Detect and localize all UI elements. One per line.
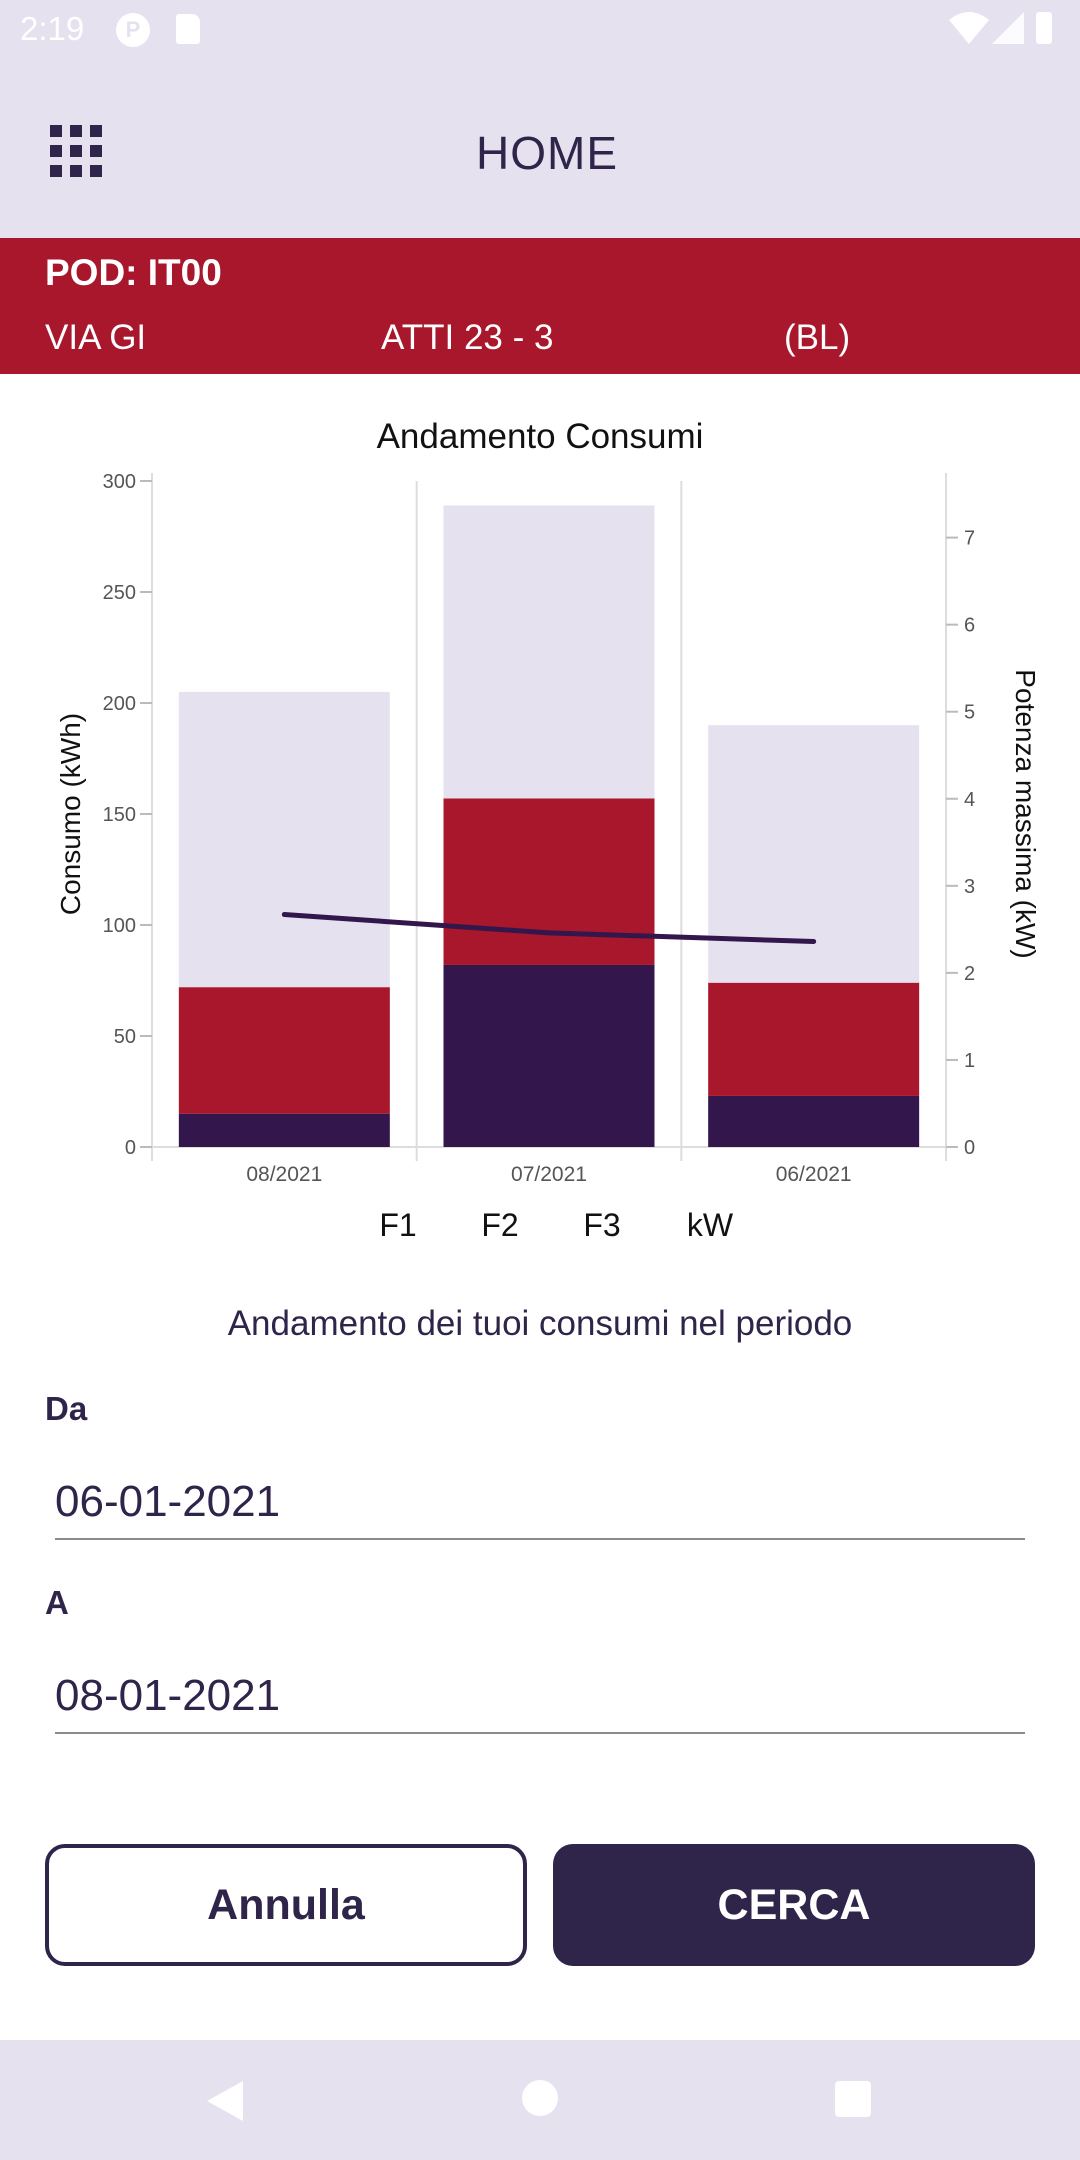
legend-item-f3: F3: [583, 1207, 620, 1243]
back-icon[interactable]: [205, 2079, 245, 2123]
address-number: ATTI 23 - 3: [381, 318, 554, 357]
from-date-input[interactable]: [55, 1466, 1025, 1540]
y-tick-label: 250: [103, 582, 136, 604]
to-date-input[interactable]: [55, 1660, 1025, 1734]
y-tick-label: 300: [103, 471, 136, 493]
y2-tick-label: 5: [964, 702, 975, 724]
y-tick-label: 150: [103, 804, 136, 826]
address-province: (BL): [784, 318, 851, 357]
y-tick-label: 200: [103, 693, 136, 715]
pod-banner: POD: IT00 VIA GI ATTI 23 - 3 (BL): [0, 238, 1080, 374]
y2-tick-label: 7: [964, 528, 975, 550]
from-label: Da: [45, 1390, 88, 1427]
search-button[interactable]: CERCA: [553, 1844, 1035, 1966]
bar-segment-f1: [708, 1095, 920, 1147]
grid-icon[interactable]: [50, 125, 102, 177]
signal-icon: [992, 12, 1024, 44]
bar-segment-f3: [443, 505, 655, 799]
legend-item-f2: F2: [481, 1207, 518, 1243]
bar-segment-f2: [708, 982, 920, 1096]
legend-item-f1: F1: [379, 1207, 416, 1243]
pod-label: POD: IT00: [45, 252, 222, 293]
app-bar: HOME: [0, 60, 1080, 238]
system-nav-bar: [0, 2040, 1080, 2160]
bar-segment-f2: [443, 798, 655, 965]
kw-point: [811, 939, 817, 945]
home-icon[interactable]: [522, 2080, 558, 2116]
y-tick-label: 50: [114, 1026, 136, 1048]
bar-segment-f3: [708, 725, 920, 983]
y2-axis-label: Potenza massima (kW): [1010, 669, 1041, 958]
y2-tick-label: 0: [964, 1137, 975, 1159]
consumption-chart: Andamento Consumi 0 50 100 150 200 250 300 0 1 2 3 4…: [0, 374, 1080, 1254]
y-tick-label: 100: [103, 915, 136, 937]
period-caption: Andamento dei tuoi consumi nel periodo: [227, 1304, 853, 1343]
address-street: VIA GI: [45, 318, 147, 357]
chart-svg: Andamento Consumi 0 50 100 150 200 250 300 0 1 2 3 4…: [55, 417, 1041, 1243]
status-bar: 2:19 P: [0, 0, 1080, 60]
pocket-casts-icon: P: [116, 13, 150, 47]
y2-tick-label: 3: [964, 876, 975, 898]
kw-point: [281, 912, 287, 918]
bar-segment-f3: [178, 691, 390, 988]
y-axis-label: Consumo (kWh): [55, 713, 86, 915]
bar-segment-f1: [178, 1113, 390, 1147]
x-tick-label: 08/2021: [246, 1163, 322, 1186]
y2-tick-label: 1: [964, 1050, 975, 1072]
x-tick-label: 06/2021: [776, 1163, 852, 1186]
y2-tick-label: 2: [964, 963, 975, 985]
wifi-icon: [949, 12, 989, 44]
sd-card-icon: [176, 14, 200, 44]
bar-segment-f1: [443, 964, 655, 1147]
y2-tick-label: 6: [964, 615, 975, 637]
chart-title: Andamento Consumi: [377, 417, 704, 456]
kw-point: [546, 930, 552, 936]
y2-tick-label: 4: [964, 789, 975, 811]
y-tick-label: 0: [125, 1137, 136, 1159]
to-label: A: [45, 1584, 69, 1621]
status-time: 2:19: [20, 10, 85, 47]
bar-segment-f2: [178, 987, 390, 1114]
x-tick-label: 07/2021: [511, 1163, 587, 1186]
battery-icon: [1036, 12, 1052, 44]
legend-item-kw: kW: [687, 1207, 734, 1243]
recent-apps-icon[interactable]: [835, 2081, 871, 2117]
page-title: HOME: [476, 127, 618, 179]
cancel-button[interactable]: Annulla: [45, 1844, 527, 1966]
